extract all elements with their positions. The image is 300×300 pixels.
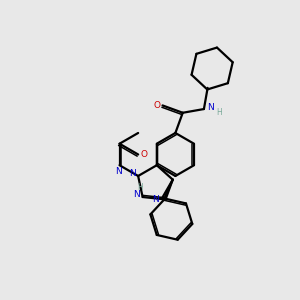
Text: H: H	[137, 183, 143, 192]
Text: N: N	[133, 190, 140, 199]
Text: O: O	[154, 101, 161, 110]
Text: O: O	[140, 150, 147, 159]
Text: N: N	[116, 167, 122, 176]
Text: N: N	[152, 195, 159, 204]
Text: H: H	[216, 108, 222, 117]
Text: N: N	[207, 103, 214, 112]
Text: N: N	[129, 169, 136, 178]
